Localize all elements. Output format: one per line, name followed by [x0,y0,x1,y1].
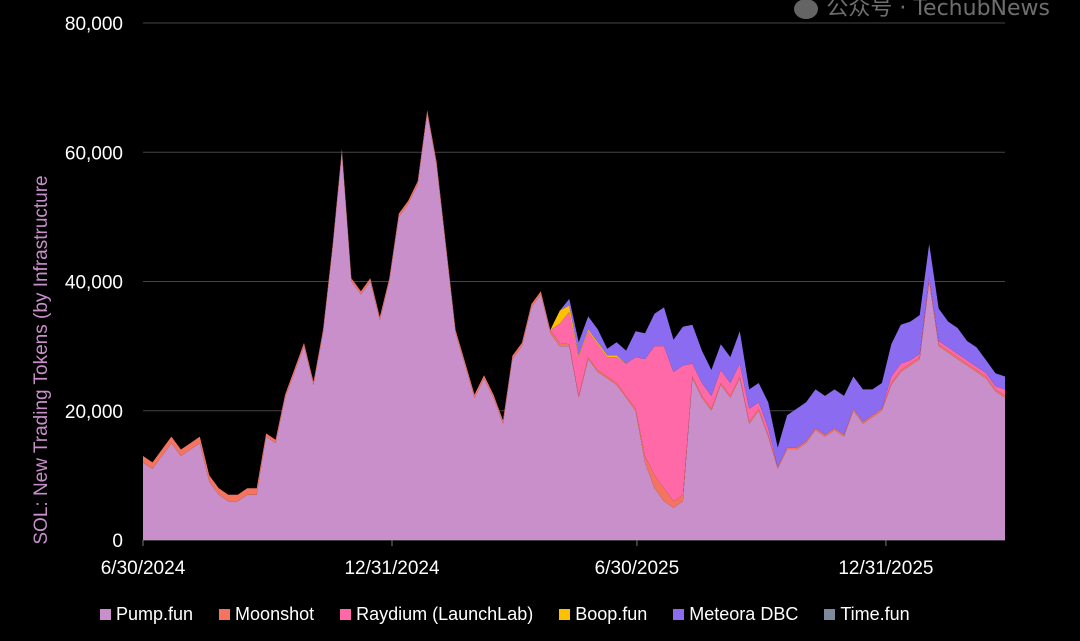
legend-item: Pump.fun [100,604,193,625]
x-tick-label: 6/30/2024 [101,558,186,579]
legend-label: Moonshot [235,604,315,624]
legend: Pump.fun Moonshot Raydium (LaunchLab) Boop.… [100,604,936,625]
y-tick-label: 20,000 [65,402,123,423]
area-pump-fun [143,113,1005,540]
y-tick-label: 0 [112,531,123,552]
legend-swatch [219,609,231,620]
y-tick-label: 40,000 [65,273,123,294]
legend-item: Raydium (LaunchLab) [340,604,533,625]
y-tick-label: 60,000 [65,143,123,164]
legend-label: Pump.fun [116,604,194,624]
y-axis-label: SOL: New Trading Tokens (by Infrastructu… [31,175,52,545]
legend-swatch [340,609,352,620]
watermark: 公众号 · TechubNews [794,0,1050,22]
x-tick-label: 6/30/2025 [595,558,680,579]
legend-swatch [824,609,836,620]
series-areas [143,110,1005,540]
legend-item: Boop.fun [559,604,647,625]
legend-swatch [559,609,571,620]
x-axis-ticks: 6/30/2024 12/31/2024 6/30/2025 12/31/2025 [101,540,933,579]
legend-swatch [100,609,111,620]
legend-label: Time.fun [840,604,910,624]
legend-label: Raydium (LaunchLab) [356,604,534,624]
y-tick-label: 80,000 [65,14,123,35]
legend-item: Time.fun [824,604,910,625]
wechat-icon [794,0,819,19]
legend-item: Meteora DBC [673,604,798,625]
legend-label: Meteora DBC [689,604,799,624]
watermark-text: 公众号 · TechubNews [826,0,1050,21]
legend-swatch [673,609,685,620]
x-tick-label: 12/31/2025 [838,558,933,579]
legend-item: Moonshot [219,604,314,625]
x-tick-label: 12/31/2024 [344,558,440,579]
legend-label: Boop.fun [575,604,648,624]
y-axis-ticks: 0 20,000 40,000 60,000 80,000 [65,14,123,552]
